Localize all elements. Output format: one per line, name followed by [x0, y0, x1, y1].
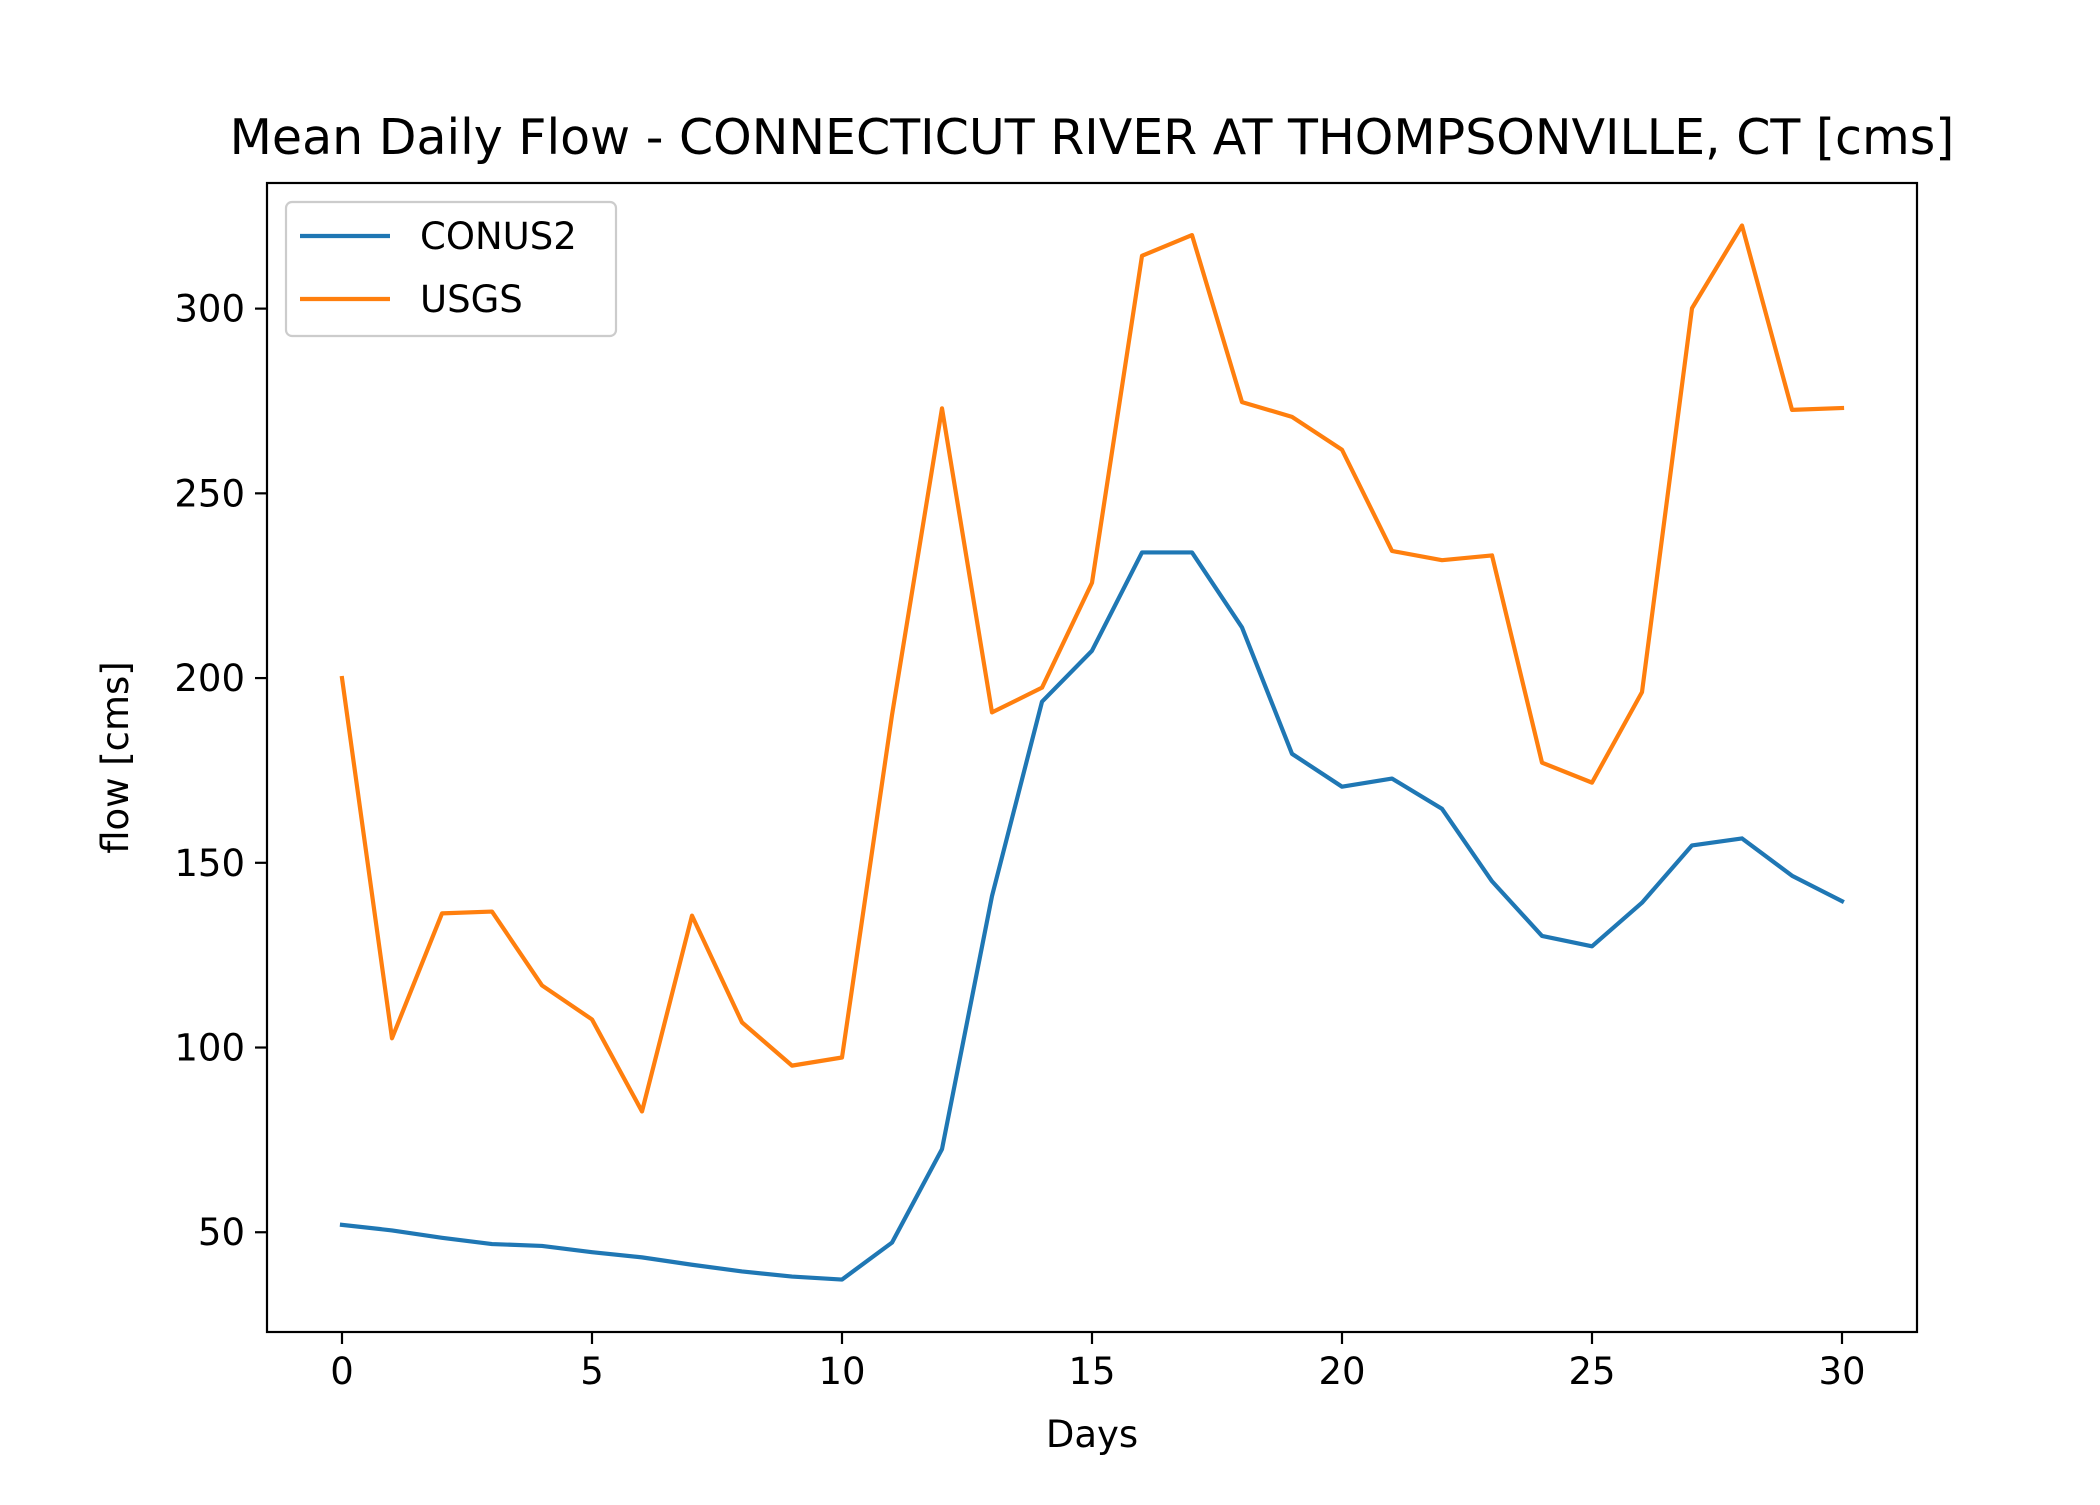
- x-tick-label: 0: [330, 1350, 354, 1393]
- plot-area: [265, 181, 1919, 1334]
- x-tick-label: 10: [818, 1350, 865, 1393]
- x-axis-label: Days: [1046, 1413, 1138, 1456]
- series-line-conus2: [339, 550, 1845, 1282]
- y-tick-label: 300: [174, 288, 245, 331]
- series-line-usgs: [339, 223, 1845, 1114]
- x-axis: 0 5 10 15 20 25 30: [330, 1332, 1866, 1393]
- chart-title: Mean Daily Flow - CONNECTICUT RIVER AT T…: [230, 109, 1955, 166]
- legend: CONUS2 USGS: [284, 200, 618, 338]
- legend-label-conus2: CONUS2: [420, 215, 577, 258]
- y-axis-label: flow [cms]: [94, 661, 137, 854]
- x-tick-label: 15: [1068, 1350, 1115, 1393]
- y-tick-label: 150: [174, 842, 245, 885]
- x-tick-label: 30: [1818, 1350, 1865, 1393]
- axes-frame: [265, 181, 1919, 1334]
- y-axis: 50 100 150 200 250 300: [174, 288, 267, 1254]
- y-tick-label: 100: [174, 1027, 245, 1070]
- legend-label-usgs: USGS: [420, 278, 523, 321]
- y-tick-label: 200: [174, 657, 245, 700]
- y-tick-label: 50: [198, 1211, 245, 1254]
- x-tick-label: 25: [1568, 1350, 1615, 1393]
- x-tick-label: 5: [580, 1350, 604, 1393]
- x-tick-label: 20: [1318, 1350, 1365, 1393]
- y-tick-label: 250: [174, 472, 245, 515]
